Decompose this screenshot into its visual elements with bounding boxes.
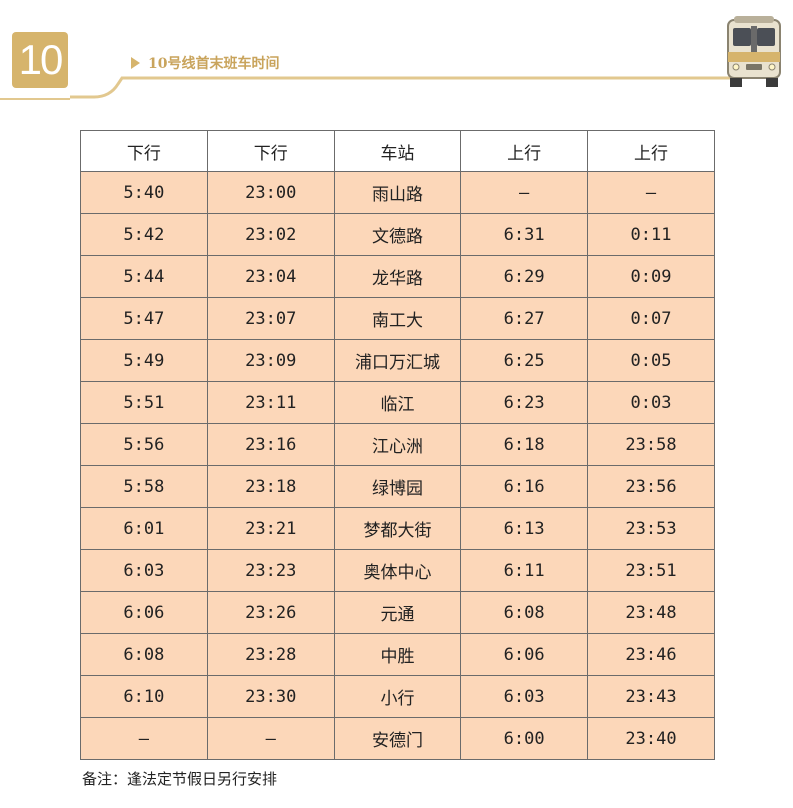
down-last-train-cell: 23:18 xyxy=(206,465,335,508)
down-last-train-cell: 23:02 xyxy=(206,213,335,256)
table-row: 6:06 23:26 元通 6:08 23:48 xyxy=(80,591,715,634)
up-first-train-cell: 6:18 xyxy=(460,423,588,466)
up-last-train-cell: 23:58 xyxy=(587,423,715,466)
down-first-train-cell: — xyxy=(80,717,208,760)
up-last-train-cell: 23:46 xyxy=(587,633,715,676)
up-first-train-cell: 6:16 xyxy=(460,465,588,508)
up-last-train-cell: 0:11 xyxy=(587,213,715,256)
down-last-train-cell: 23:07 xyxy=(206,297,335,340)
up-first-train-cell: — xyxy=(460,171,588,214)
station-cell: 南工大 xyxy=(333,297,462,340)
up-last-train-cell: 0:09 xyxy=(587,255,715,298)
table-row: 5:47 23:07 南工大 6:27 0:07 xyxy=(80,297,715,340)
table-row: 6:08 23:28 中胜 6:06 23:46 xyxy=(80,633,715,676)
down-first-train-cell: 5:40 xyxy=(80,171,208,214)
station-cell: 绿博园 xyxy=(333,465,462,508)
table-row: 5:51 23:11 临江 6:23 0:03 xyxy=(80,381,715,424)
up-last-train-cell: 23:53 xyxy=(587,507,715,550)
station-cell: 安德门 xyxy=(333,717,462,760)
station-cell: 浦口万汇城 xyxy=(333,339,462,382)
down-first-train-cell: 5:56 xyxy=(80,423,208,466)
station-cell: 中胜 xyxy=(333,633,462,676)
play-arrow-icon xyxy=(131,57,140,69)
table-row: 6:01 23:21 梦都大街 6:13 23:53 xyxy=(80,507,715,550)
column-header-down-first: 下行 xyxy=(80,130,208,172)
down-last-train-cell: 23:09 xyxy=(206,339,335,382)
line-number-badge: 10 xyxy=(12,32,68,88)
column-header-station: 车站 xyxy=(333,130,462,172)
up-last-train-cell: 23:43 xyxy=(587,675,715,718)
table-header-row: 下行 下行 车站 上行 上行 xyxy=(80,130,715,172)
table-row: 5:49 23:09 浦口万汇城 6:25 0:05 xyxy=(80,339,715,382)
table-row: 5:44 23:04 龙华路 6:29 0:09 xyxy=(80,255,715,298)
up-first-train-cell: 6:11 xyxy=(460,549,588,592)
down-first-train-cell: 6:06 xyxy=(80,591,208,634)
timetable: 下行 下行 车站 上行 上行 5:40 23:00 雨山路 — —5:42 23:02 文德… xyxy=(80,130,715,760)
table-row: 5:58 23:18 绿博园 6:16 23:56 xyxy=(80,465,715,508)
table-row: 5:40 23:00 雨山路 — — xyxy=(80,171,715,214)
table-row: 6:10 23:30 小行 6:03 23:43 xyxy=(80,675,715,718)
table-row: 5:56 23:16 江心洲 6:18 23:58 xyxy=(80,423,715,466)
station-cell: 文德路 xyxy=(333,213,462,256)
down-last-train-cell: 23:21 xyxy=(206,507,335,550)
column-header-up-last: 上行 xyxy=(587,130,715,172)
up-last-train-cell: 0:03 xyxy=(587,381,715,424)
up-last-train-cell: 0:05 xyxy=(587,339,715,382)
down-first-train-cell: 6:03 xyxy=(80,549,208,592)
down-first-train-cell: 5:58 xyxy=(80,465,208,508)
down-last-train-cell: 23:26 xyxy=(206,591,335,634)
page-header: 10 10号线首末班车时间 xyxy=(0,0,793,110)
up-first-train-cell: 6:03 xyxy=(460,675,588,718)
down-first-train-cell: 6:10 xyxy=(80,675,208,718)
station-cell: 奥体中心 xyxy=(333,549,462,592)
table-body: 5:40 23:00 雨山路 — —5:42 23:02 文德路 6:31 0:11 5:44 23… xyxy=(80,171,715,760)
up-first-train-cell: 6:29 xyxy=(460,255,588,298)
up-first-train-cell: 6:13 xyxy=(460,507,588,550)
table-row: 6:03 23:23 奥体中心 6:11 23:51 xyxy=(80,549,715,592)
down-last-train-cell: 23:00 xyxy=(206,171,335,214)
up-last-train-cell: 23:48 xyxy=(587,591,715,634)
column-header-down-last: 下行 xyxy=(206,130,335,172)
header-decoration xyxy=(0,76,730,100)
down-first-train-cell: 6:01 xyxy=(80,507,208,550)
down-first-train-cell: 5:44 xyxy=(80,255,208,298)
station-cell: 雨山路 xyxy=(333,171,462,214)
up-first-train-cell: 6:23 xyxy=(460,381,588,424)
up-last-train-cell: 23:56 xyxy=(587,465,715,508)
station-cell: 小行 xyxy=(333,675,462,718)
station-cell: 元通 xyxy=(333,591,462,634)
down-last-train-cell: 23:11 xyxy=(206,381,335,424)
up-first-train-cell: 6:31 xyxy=(460,213,588,256)
up-last-train-cell: 23:40 xyxy=(587,717,715,760)
down-last-train-cell: 23:16 xyxy=(206,423,335,466)
down-first-train-cell: 5:47 xyxy=(80,297,208,340)
down-first-train-cell: 5:42 xyxy=(80,213,208,256)
down-last-train-cell: 23:28 xyxy=(206,633,335,676)
station-cell: 梦都大街 xyxy=(333,507,462,550)
up-last-train-cell: 23:51 xyxy=(587,549,715,592)
footnote: 备注：逢法定节假日另行安排 xyxy=(82,770,278,788)
down-last-train-cell: 23:04 xyxy=(206,255,335,298)
up-last-train-cell: 0:07 xyxy=(587,297,715,340)
up-first-train-cell: 6:06 xyxy=(460,633,588,676)
metro-train-icon xyxy=(727,16,781,87)
up-first-train-cell: 6:00 xyxy=(460,717,588,760)
column-header-up-first: 上行 xyxy=(460,130,588,172)
up-first-train-cell: 6:27 xyxy=(460,297,588,340)
down-first-train-cell: 5:51 xyxy=(80,381,208,424)
station-cell: 江心洲 xyxy=(333,423,462,466)
table-row: — — 安德门 6:00 23:40 xyxy=(80,717,715,760)
up-first-train-cell: 6:25 xyxy=(460,339,588,382)
down-last-train-cell: — xyxy=(206,717,335,760)
page-title: 10号线首末班车时间 xyxy=(148,56,280,72)
up-first-train-cell: 6:08 xyxy=(460,591,588,634)
down-last-train-cell: 23:30 xyxy=(206,675,335,718)
up-last-train-cell: — xyxy=(587,171,715,214)
station-cell: 临江 xyxy=(333,381,462,424)
table-row: 5:42 23:02 文德路 6:31 0:11 xyxy=(80,213,715,256)
down-first-train-cell: 5:49 xyxy=(80,339,208,382)
down-first-train-cell: 6:08 xyxy=(80,633,208,676)
station-cell: 龙华路 xyxy=(333,255,462,298)
down-last-train-cell: 23:23 xyxy=(206,549,335,592)
